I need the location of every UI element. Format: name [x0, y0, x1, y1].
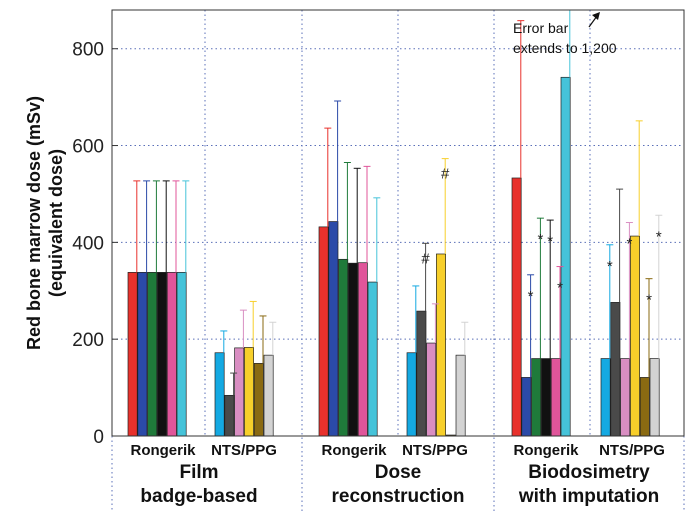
- panel-title-line: with imputation: [518, 486, 659, 507]
- annotation-line-1: Error bar: [513, 20, 569, 36]
- bar: [348, 262, 358, 437]
- bar: [338, 258, 349, 437]
- panel-title-line: reconstruction: [331, 486, 464, 507]
- bar: [137, 272, 148, 437]
- bar: [157, 272, 167, 437]
- bar: [521, 377, 532, 437]
- y-axis-label-line-1: Red bone marrow dose (mSv): [24, 96, 44, 350]
- significance-marker: *: [557, 280, 563, 297]
- bar: [318, 226, 329, 437]
- significance-marker: *: [528, 288, 534, 305]
- bar: [166, 272, 177, 437]
- panel-title-line: Biodosimetry: [528, 462, 650, 483]
- significance-marker: *: [607, 258, 613, 275]
- bar: [560, 76, 571, 437]
- category-label: Rongerik: [130, 442, 196, 459]
- significance-marker: *: [646, 292, 652, 309]
- significance-marker: *: [656, 228, 662, 245]
- category-label: NTS/PPG: [599, 442, 665, 459]
- category-label: Rongerik: [321, 442, 387, 459]
- category-label: NTS/PPG: [211, 442, 277, 459]
- bar: [426, 342, 437, 437]
- panel-dividers: [111, 10, 685, 512]
- bar: [639, 377, 650, 437]
- panel-titles: Film badge-based Dose reconstruction Biodosi…: [140, 462, 659, 507]
- bar: [127, 272, 138, 437]
- bar: [600, 358, 611, 437]
- bar: [550, 358, 561, 437]
- significance-marker: #: [441, 166, 450, 183]
- bar: [253, 363, 264, 437]
- y-axis-ticks: 0 200 400 600 800: [72, 40, 118, 448]
- panel-title-line: Film: [179, 462, 218, 483]
- bar: [630, 235, 640, 437]
- y-tick-label: 800: [72, 40, 104, 61]
- y-axis-label-line-2: (equivalent dose): [46, 149, 66, 297]
- annotation-line-2: extends to 1,200: [513, 40, 617, 56]
- bar: [357, 262, 368, 437]
- bar: [214, 352, 225, 437]
- annotation-arrowhead: [592, 12, 600, 20]
- bar: [436, 253, 446, 437]
- bar: [455, 354, 466, 437]
- bar: [511, 177, 522, 437]
- error-bar-annotation: Error bar extends to 1,200: [513, 12, 617, 56]
- significance-marker: *: [547, 233, 553, 250]
- significance-markers: ##** ******: [421, 166, 661, 309]
- y-tick-label: 600: [72, 137, 104, 158]
- y-tick-label: 0: [93, 427, 104, 448]
- bar: [610, 302, 621, 437]
- category-label: Rongerik: [513, 442, 579, 459]
- bar: [620, 358, 631, 437]
- panel-title-line: Dose: [375, 462, 421, 483]
- panel-title-line: badge-based: [140, 486, 257, 507]
- category-labels: Rongerik NTS/PPG Rongerik NTS/PPG Rongerik NT…: [130, 442, 664, 459]
- gridlines: [112, 10, 684, 436]
- y-tick-label: 400: [72, 233, 104, 254]
- bar: [328, 221, 339, 437]
- error-bars: [133, 9, 663, 396]
- bar: [416, 310, 427, 437]
- bar: [224, 394, 235, 437]
- bar: [263, 354, 274, 437]
- bar: [541, 358, 551, 437]
- y-axis-label: Red bone marrow dose (mSv) (equivalent d…: [24, 96, 66, 350]
- significance-marker: #: [421, 250, 430, 267]
- bar: [406, 352, 417, 437]
- significance-marker: *: [626, 236, 632, 253]
- bar: [176, 272, 187, 437]
- bar: [531, 358, 542, 437]
- bar: [367, 281, 378, 437]
- bar: [147, 272, 158, 437]
- category-label: NTS/PPG: [402, 442, 468, 459]
- bar: [649, 358, 660, 437]
- y-tick-label: 200: [72, 330, 104, 351]
- bar: [234, 347, 245, 437]
- bars: [127, 76, 660, 437]
- plot-frame: [111, 9, 685, 437]
- significance-marker: *: [537, 231, 543, 248]
- bar: [244, 347, 254, 437]
